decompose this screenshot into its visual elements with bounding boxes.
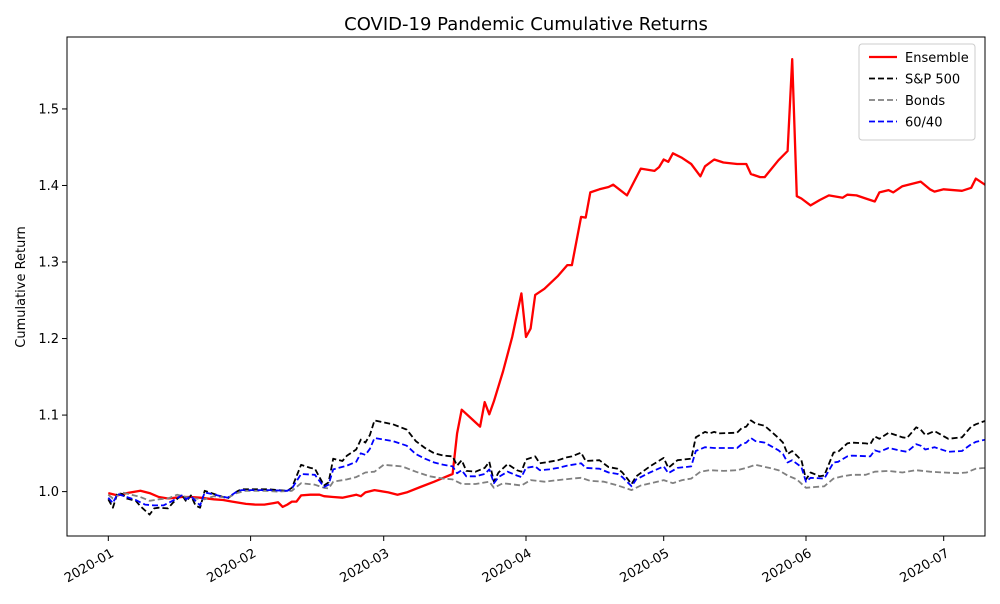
legend-box bbox=[858, 43, 976, 141]
y-tick-label: 1.0 bbox=[38, 485, 59, 500]
y-axis-label: Cumulative Return bbox=[14, 226, 29, 347]
legend-label: 60/40 bbox=[905, 116, 942, 131]
legend: Ensemble S&P 500 Bonds 60/40 bbox=[858, 43, 976, 141]
series-line-s-p-500 bbox=[107, 419, 985, 516]
y-tick-label: 1.2 bbox=[38, 332, 59, 347]
y-axis: 1.0 1.1 1.2 1.3 1.4 1.5 bbox=[38, 102, 67, 500]
y-tick-label: 1.5 bbox=[38, 102, 59, 117]
legend-label: Ensemble bbox=[905, 51, 969, 66]
y-tick-label: 1.3 bbox=[38, 256, 59, 271]
legend-label: S&P 500 bbox=[905, 73, 960, 88]
series-line-bonds bbox=[107, 463, 985, 502]
plot-area-frame bbox=[66, 36, 986, 537]
legend-label: Bonds bbox=[905, 94, 945, 109]
y-tick-label: 1.1 bbox=[38, 409, 59, 424]
series-line-60-40 bbox=[107, 437, 985, 507]
y-tick-label: 1.4 bbox=[38, 179, 59, 194]
series-line-ensemble bbox=[108, 58, 985, 509]
series-lines bbox=[107, 58, 985, 516]
chart-title: COVID-19 Pandemic Cumulative Returns bbox=[344, 14, 708, 35]
